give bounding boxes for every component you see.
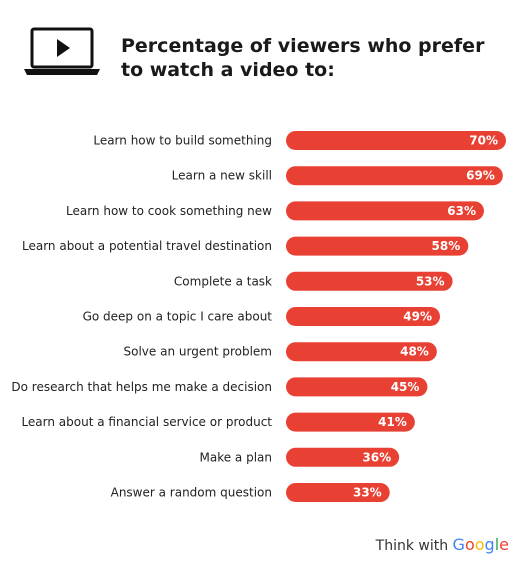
value-label: 63% [447,204,476,218]
bar [286,201,484,221]
value-label: 33% [353,486,382,500]
value-label: 70% [469,134,498,148]
value-label: 45% [391,380,420,394]
value-label: 69% [466,169,495,183]
bar [286,483,390,502]
google-logo: Google [453,535,509,554]
category-label: Make a plan [199,450,272,464]
category-label: Learn about a potential travel destinati… [22,239,272,253]
footer-branding: Think with Google [376,535,509,554]
footer-prefix: Think with [375,538,453,554]
value-label: 49% [403,310,432,324]
value-label: 58% [432,239,461,253]
category-label: Learn how to build something [93,134,272,148]
category-label: Go deep on a topic I care about [83,310,273,324]
bar [286,447,400,467]
bar [286,271,453,291]
google-logo-letter: o [464,535,475,554]
google-logo-letter: l [494,535,500,554]
category-label: Complete a task [174,274,272,288]
category-label: Learn how to cook something new [66,204,272,218]
value-label: 36% [362,450,391,464]
category-label: Learn a new skill [172,169,272,183]
bar [286,377,428,397]
value-label: 48% [400,345,429,359]
bar [286,307,440,326]
bar [286,131,506,150]
category-label: Answer a random question [111,486,272,500]
category-label: Do research that helps me make a decisio… [11,380,272,394]
google-logo-letter: g [484,535,495,554]
laptop-play-icon [24,27,100,75]
value-label: 53% [416,274,445,288]
google-logo-letter: G [452,535,465,554]
chart-title: Percentage of viewers who prefer to watc… [121,34,511,82]
chart-title-line-1: Percentage of viewers who prefer [121,35,485,57]
google-logo-letter: e [499,535,509,554]
chart-title-line-2: to watch a video to: [121,59,335,81]
category-label: Solve an urgent problem [124,345,272,359]
bar [286,236,469,256]
bar [286,166,503,186]
bar [286,342,437,362]
category-label: Learn about a financial service or produ… [21,415,272,429]
value-label: 41% [378,415,407,429]
bar [286,412,415,432]
google-logo-letter: o [474,535,485,554]
